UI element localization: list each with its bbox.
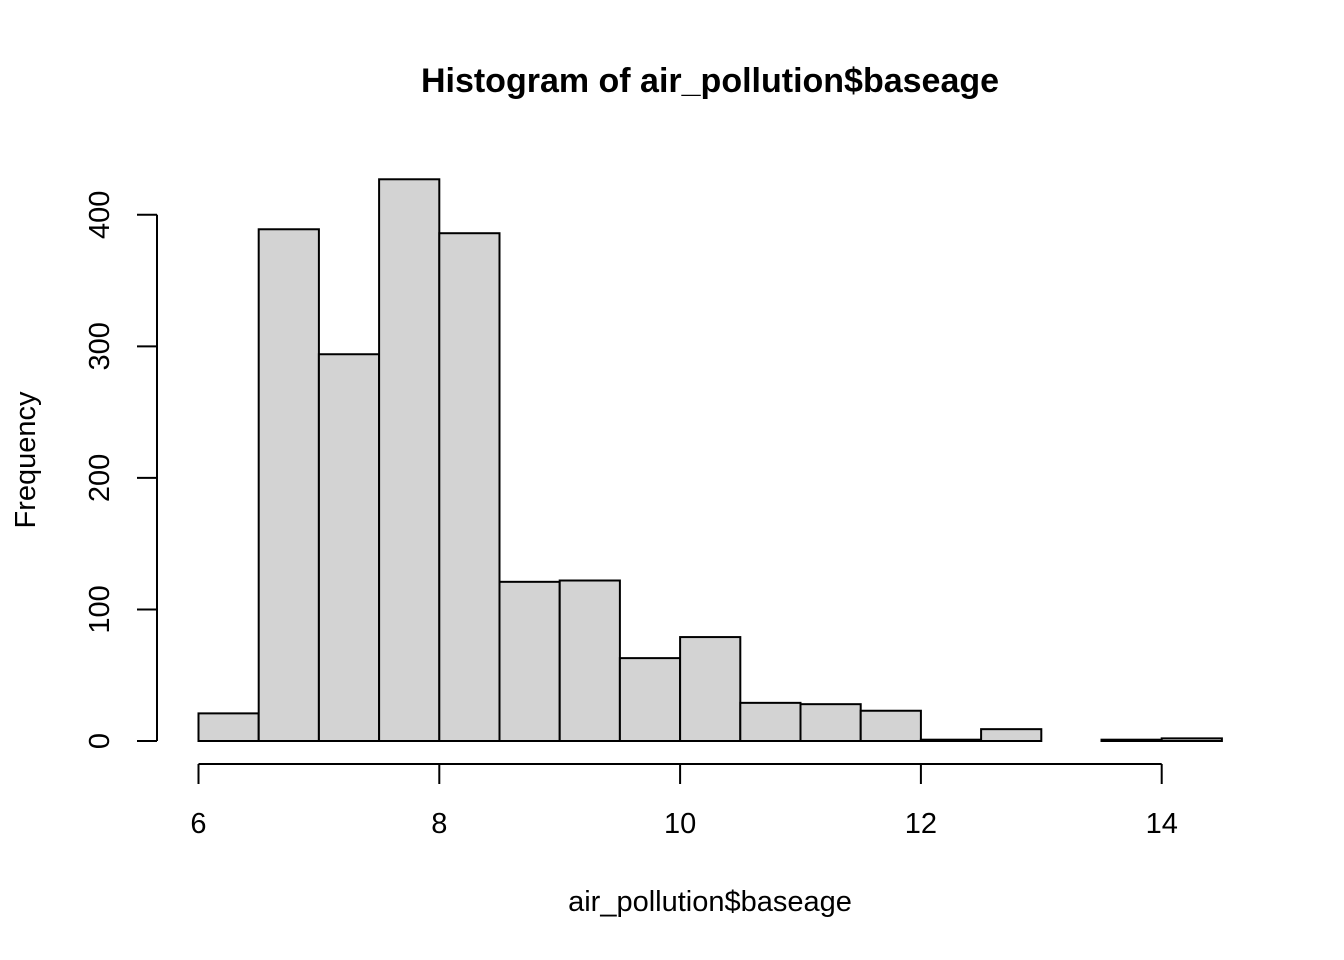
histogram-bar	[1100, 738, 1163, 743]
x-axis: 6 8 10 12 14	[190, 763, 1178, 840]
histogram-bar	[558, 579, 621, 742]
histogram-bar	[739, 701, 802, 743]
histogram-bar	[980, 728, 1043, 743]
y-tick-label: 100	[84, 585, 116, 633]
y-axis-label: Frequency	[10, 391, 42, 529]
y-tick-label: 300	[84, 322, 116, 370]
y-axis: 0 100 200 300 400	[84, 191, 158, 749]
bars-group	[197, 178, 1223, 743]
histogram-bar	[1160, 737, 1223, 743]
x-tick-label: 6	[190, 808, 206, 840]
histogram-bar	[679, 636, 742, 742]
histogram-bar	[378, 178, 441, 742]
histogram-bar	[317, 353, 381, 742]
y-tick-label: 400	[84, 191, 116, 239]
histogram-bar	[197, 712, 260, 743]
x-tick-label: 14	[1146, 808, 1178, 840]
x-tick-label: 8	[431, 808, 447, 840]
histogram-bar	[257, 228, 320, 742]
histogram-bar	[799, 703, 862, 743]
histogram-bar	[438, 232, 501, 742]
chart-title: Histogram of air_pollution$baseage	[421, 62, 999, 100]
histogram-bar	[498, 580, 561, 743]
y-tick-label: 0	[84, 733, 116, 749]
histogram-bar	[919, 738, 983, 743]
y-tick-label: 200	[84, 454, 116, 502]
x-tick-label: 10	[664, 808, 696, 840]
histogram-bar	[859, 709, 922, 743]
x-axis-label: air_pollution$baseage	[568, 886, 852, 918]
x-tick-label: 12	[905, 808, 937, 840]
histogram-bar	[618, 657, 682, 742]
